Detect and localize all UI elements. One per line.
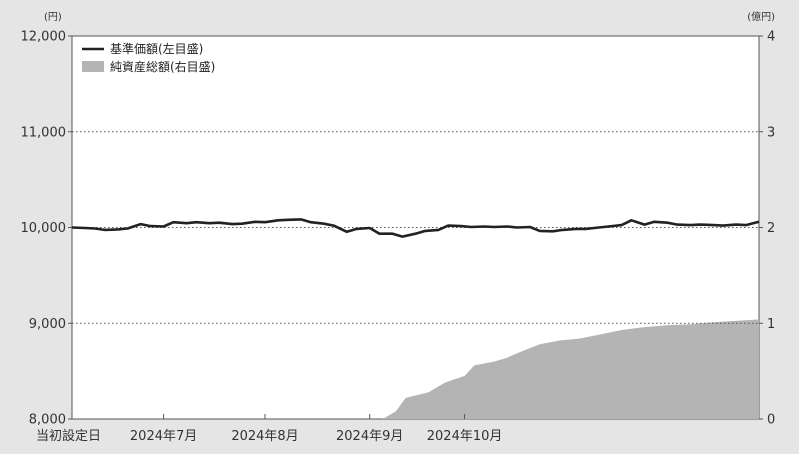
right-tick-label: 1 [767, 317, 775, 332]
legend-label-nav: 基準価額(左目盛) [110, 41, 203, 56]
left-tick-label: 9,000 [29, 317, 66, 332]
x-tick-label: 2024年8月 [231, 429, 298, 444]
line-layer [71, 218, 760, 238]
net-assets-area-series [369, 319, 759, 419]
area-layer [369, 319, 759, 419]
left-tick-label: 8,000 [29, 413, 66, 428]
left-tick-label: 12,000 [21, 30, 67, 45]
right-tick-label: 3 [767, 125, 775, 140]
axis-layer: (円) (億円) 8,000 9,000 10,000 11,000 12,000 0 1 2… [21, 10, 776, 444]
grid-layer [72, 131, 759, 324]
left-axis-unit: (円) [44, 12, 62, 23]
left-tick-label: 11,000 [21, 125, 67, 140]
right-tick-label: 4 [767, 30, 775, 45]
x-tick-label: 2024年9月 [336, 429, 403, 444]
legend-swatch-net-assets-area [82, 61, 104, 72]
right-tick-label: 2 [767, 221, 775, 236]
legend: 基準価額(左目盛) 純資産総額(右目盛) [82, 41, 215, 74]
x-tick-label: 2024年7月 [130, 429, 197, 444]
nav-line-series [71, 218, 760, 238]
legend-label-net-assets: 純資産総額(右目盛) [110, 59, 215, 74]
right-tick-label: 0 [767, 413, 775, 428]
right-axis-unit: (億円) [747, 10, 775, 23]
x-tick-label: 2024年10月 [427, 429, 503, 444]
x-tick-label: 当初設定日 [36, 428, 101, 444]
left-tick-label: 10,000 [21, 221, 67, 236]
